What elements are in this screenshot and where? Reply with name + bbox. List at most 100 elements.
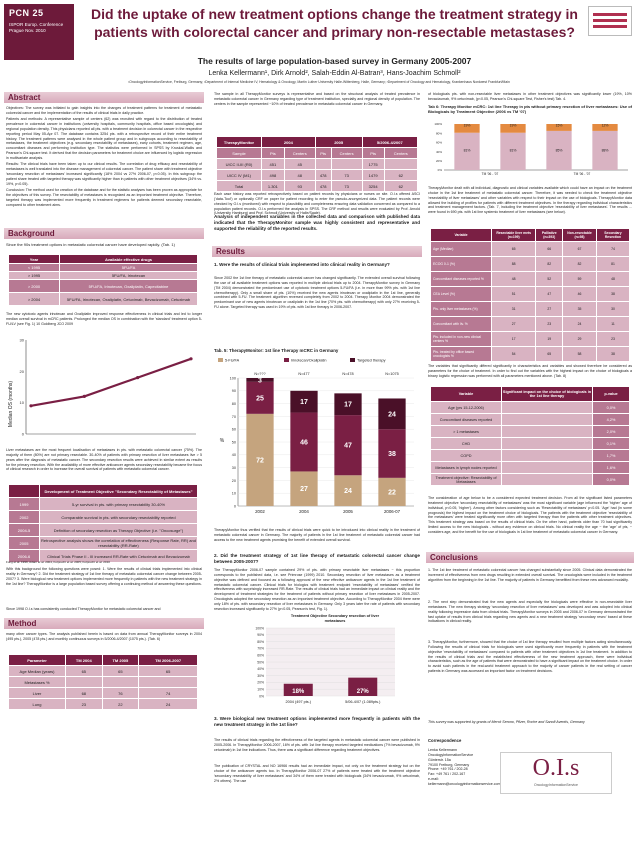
fig1-tick-label: 80% [257, 640, 264, 644]
secondary-resection-svg: 0% 10% 20% 30% 40% 50% 60% 70% 80% 90% 100% 18% 2004… [255, 626, 395, 704]
table-cell: 478 [314, 169, 332, 181]
contact-line: Günterstr. 15a [428, 757, 451, 762]
background-intro: Since the 90s treatment options in metas… [6, 242, 175, 247]
table-cell: 1,6% [592, 461, 630, 474]
method-text: many other cancer types. The analysis pu… [6, 632, 202, 641]
fig5-data-label: 27 [300, 486, 308, 493]
table-cell: 73 [330, 169, 363, 181]
sample-table-header: TherapyMonitor [216, 136, 262, 148]
fig5-data-label: 24 [388, 411, 396, 418]
table-cell: 88 [490, 256, 537, 272]
fig5-tick-label: 70 [232, 415, 236, 419]
analysis-highlight: Analysis of independent variables in the… [214, 214, 420, 231]
table-cell: CEA Level (%) [430, 286, 492, 302]
fig6-group-label: TM '06 - '07 [574, 172, 591, 176]
table-cell [501, 425, 593, 438]
chart2-title: Treatment Objective Secondary resection … [290, 614, 380, 624]
conclusions-header: Conclusions [426, 552, 634, 563]
fig5-category-label: 2005 [343, 509, 353, 514]
table-row: Age (Median) 65 66 67 74 [430, 241, 631, 257]
table-cell: 2,0% [592, 425, 630, 438]
fig5-tick-label: 60 [232, 428, 236, 432]
fig1-tick-label: 70% [257, 647, 264, 651]
os-point [136, 376, 140, 380]
table-cell: 82 [562, 256, 597, 272]
table-cell: Definition of secondary resection as The… [39, 523, 198, 537]
table-cell: 478 [314, 180, 332, 192]
table-cell: Concomitant diseases reported % [430, 271, 492, 287]
publication-text: The publication of CRYSTAL and NO 16966 … [214, 764, 420, 783]
fig5-data-label: 24 [344, 488, 352, 495]
fig5-data-label: 22 [388, 489, 396, 496]
median-os-svg: Median OS (months) 0 10 20 30 [8, 338, 196, 437]
os-ylabel: Median OS (months) [8, 381, 14, 427]
table-cell [501, 437, 593, 450]
table-cell: Pts. treated by office based oncologists… [430, 346, 492, 362]
authors: Lenka Kellermann¹, Dirk Arnold², Salah-E… [208, 70, 461, 77]
fig1-bar [348, 677, 378, 696]
os-tick-label: 0 [22, 432, 25, 437]
fig6-group-label: TM '06 - '07 [482, 172, 499, 176]
drugs-table-header: Year [8, 254, 60, 264]
table-cell: 58 [562, 346, 597, 362]
background-header: Background [4, 228, 204, 239]
table-cell: 3254 [361, 180, 385, 192]
table-cell: 74 [595, 241, 631, 257]
objective-table-header: Development of Treatment Objective "Seco… [39, 484, 198, 498]
drugs-table: Year Available effective drugs < 1995 5FU… [8, 254, 198, 306]
table-cell: 74 [138, 687, 198, 699]
table-cell: Pts. included in non-new clinical center… [430, 331, 492, 347]
table-row: ECOG 0-1 (%) 88 82 82 81 [430, 256, 631, 272]
fig1-category-label: 2004 (497 pts.) [285, 700, 311, 704]
table-cell: Lung [8, 698, 66, 710]
os-point [29, 404, 33, 408]
legend-label: Irinotecan/Oxaliplatin [291, 359, 326, 363]
badge-code: PCN 25 [9, 8, 44, 18]
legend-swatch [284, 358, 289, 362]
fig6-tick-label: 20% [436, 159, 442, 163]
contact-email[interactable]: e-mail: kellermann@oncologyinformationse… [428, 777, 501, 786]
table-cell: UICC IV (M1) [216, 169, 262, 181]
correspondence-heading: Correspondence [428, 738, 462, 743]
first-line-therapy-svg: 5-FU/FA Irinotecan/Oxaliplatin Targeted th… [218, 358, 414, 514]
fig5-tick-label: 0 [234, 504, 236, 508]
fig5-bar-segment [246, 413, 274, 506]
table-row: Concomitant diseases reported % 48 52 59 48 [430, 271, 631, 287]
fig6-top-label: 19% [510, 123, 517, 127]
table-cell: 38 [595, 346, 631, 362]
fig6-top-label: 12% [602, 123, 609, 127]
fig5-bar-segment [290, 412, 318, 472]
fig1-tick-label: 90% [257, 633, 264, 637]
fig6-bottom-label: 85% [556, 149, 563, 153]
fig5-data-label: 38 [388, 451, 396, 458]
regression-table-header: p-value [592, 386, 630, 402]
table-cell [330, 158, 363, 170]
table-cell: 17 [490, 331, 537, 347]
fig1-tick-label: 40% [257, 667, 264, 671]
legend-swatch [350, 358, 355, 362]
profile-table-header: Resectable liver mets (n=199) [490, 228, 537, 242]
sample-table: TherapyMonitor 2004 2005 5/2006-4/2007 S… [216, 136, 419, 192]
table-cell: Liver [8, 687, 66, 699]
table-cell: 498 [261, 169, 285, 181]
table-cell: 73 [330, 180, 363, 192]
fig5-bar-segment [334, 415, 362, 476]
fig1-value-label: 18% [292, 689, 305, 695]
fig6-bar-segment [592, 124, 618, 131]
fig1-tick-label: 100% [255, 626, 264, 630]
fig1-tick-label: 50% [257, 660, 264, 664]
fig5-bar-segment [290, 390, 318, 413]
abstract-objectives: Objectives: The survey was initiated to … [6, 106, 202, 115]
table-cell: 5FU/FA, Irinotecan [59, 271, 198, 280]
table-cell: Concomitant with liv. % [430, 316, 492, 332]
fig6-tick-label: 80% [436, 131, 442, 135]
table-cell [501, 461, 593, 474]
badge-location: Prague Nov. 2010 [9, 27, 46, 33]
question-1-text: Since 2002 the 1st line therapy of metas… [214, 276, 420, 310]
abstract-conclusion: Conclusion: The method used for creation… [6, 188, 202, 207]
university-logo [588, 6, 632, 36]
fig6-tick-label: 100% [434, 122, 442, 126]
table-row: Age (yrs 15-12-2006) 0,0% [430, 401, 630, 414]
regression-table: Variable Significant impact on the choic… [430, 386, 630, 486]
fig5-data-label: 46 [300, 440, 308, 447]
